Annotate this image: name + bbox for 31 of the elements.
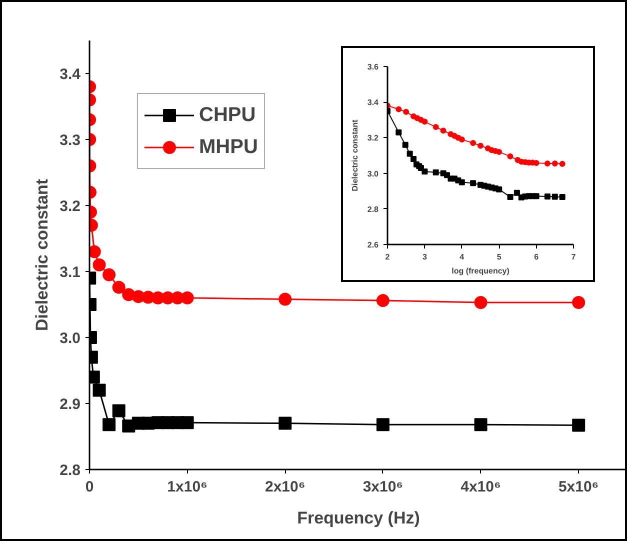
y-tick-label: 2.8 xyxy=(60,462,81,479)
legend-label: MHPU xyxy=(199,134,258,160)
x-tick-label: 2 xyxy=(385,252,390,262)
legend-label: CHPU xyxy=(199,102,256,128)
x-axis-title: log (frequency) xyxy=(452,266,510,276)
y-tick-label: 3.3 xyxy=(60,132,81,149)
y-tick-label: 3.0 xyxy=(367,169,380,178)
x-tick-label: 3 xyxy=(422,252,428,262)
x-tick-label: 4 xyxy=(460,252,465,262)
y-tick-label: 3.4 xyxy=(60,66,82,83)
x-tick-label: 6 xyxy=(534,252,540,262)
y-tick-label: 3.2 xyxy=(60,198,81,215)
y-axis-title: Dielectric constant xyxy=(350,119,360,192)
y-tick-label: 3.1 xyxy=(60,264,81,281)
y-tick-label: 3.2 xyxy=(367,134,380,143)
y-tick-label: 3.6 xyxy=(367,62,380,72)
x-tick-label: 7 xyxy=(571,252,576,262)
x-tick-label: 2x10⁶ xyxy=(265,478,306,496)
x-tick-label: 4x10⁶ xyxy=(460,478,501,496)
x-tick-label: 1x10⁶ xyxy=(167,478,208,496)
x-tick-label: 5 xyxy=(496,252,502,262)
x-tick-label: 0 xyxy=(85,478,94,496)
y-tick-label: 3.4 xyxy=(367,98,380,108)
y-tick-label: 2.6 xyxy=(367,240,380,250)
y-tick-label: 2.8 xyxy=(367,204,380,214)
y-tick-label: 2.9 xyxy=(60,396,81,413)
x-tick-label: 3x10⁶ xyxy=(362,478,404,496)
x-axis-title: Frequency (Hz) xyxy=(297,508,420,528)
y-tick-label: 3.0 xyxy=(60,330,81,347)
y-axis-title: Dielectric constant xyxy=(32,178,52,332)
x-tick-label: 5x10⁶ xyxy=(558,478,599,496)
